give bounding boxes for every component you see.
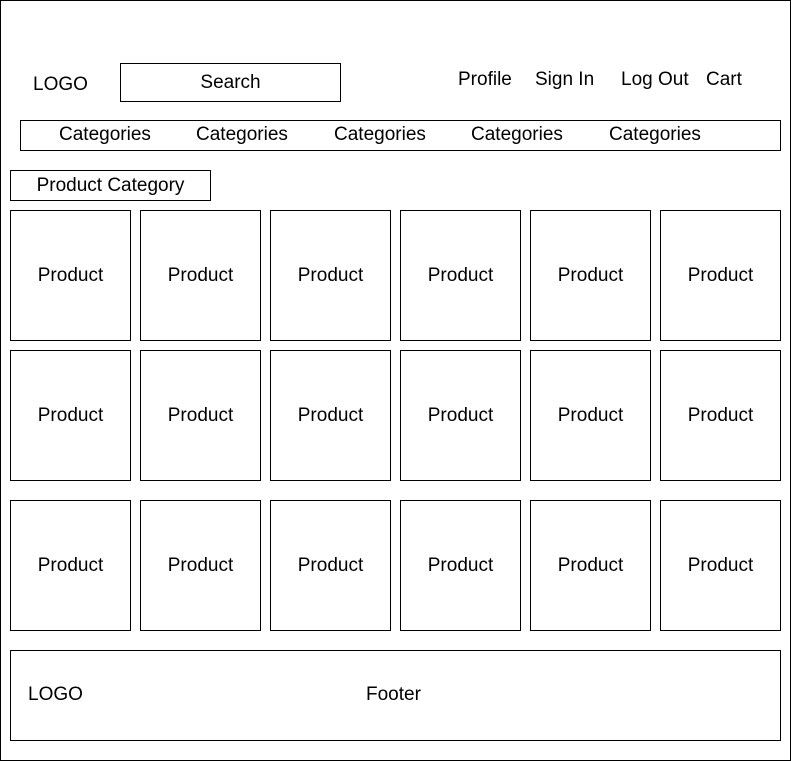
product-card[interactable]: Product bbox=[660, 350, 781, 481]
product-label: Product bbox=[167, 404, 234, 426]
sign-in-link[interactable]: Sign In bbox=[535, 69, 595, 90]
product-label: Product bbox=[427, 404, 494, 426]
search-label: Search bbox=[200, 71, 261, 93]
product-label: Product bbox=[167, 554, 234, 576]
profile-link[interactable]: Profile bbox=[458, 69, 512, 90]
product-label: Product bbox=[557, 404, 624, 426]
category-link[interactable]: Categories bbox=[196, 124, 288, 145]
product-label: Product bbox=[37, 404, 104, 426]
category-link[interactable]: Categories bbox=[471, 124, 563, 145]
product-card[interactable]: Product bbox=[660, 500, 781, 631]
product-category-heading: Product Category bbox=[10, 170, 211, 201]
header-logo[interactable]: LOGO bbox=[33, 74, 88, 95]
footer-logo[interactable]: LOGO bbox=[28, 684, 83, 705]
product-card[interactable]: Product bbox=[10, 210, 131, 341]
category-bar bbox=[20, 120, 781, 151]
product-card[interactable]: Product bbox=[10, 350, 131, 481]
product-card[interactable]: Product bbox=[140, 350, 261, 481]
product-label: Product bbox=[297, 554, 364, 576]
product-card[interactable]: Product bbox=[270, 350, 391, 481]
category-link[interactable]: Categories bbox=[609, 124, 701, 145]
product-category-label: Product Category bbox=[36, 174, 185, 196]
product-card[interactable]: Product bbox=[530, 500, 651, 631]
search-box[interactable]: Search bbox=[120, 63, 341, 102]
product-label: Product bbox=[557, 264, 624, 286]
product-card[interactable]: Product bbox=[530, 210, 651, 341]
product-card[interactable]: Product bbox=[140, 500, 261, 631]
category-link[interactable]: Categories bbox=[334, 124, 426, 145]
product-card[interactable]: Product bbox=[660, 210, 781, 341]
product-label: Product bbox=[297, 264, 364, 286]
footer-label: Footer bbox=[366, 684, 421, 705]
category-link[interactable]: Categories bbox=[59, 124, 151, 145]
product-card[interactable]: Product bbox=[530, 350, 651, 481]
product-label: Product bbox=[167, 264, 234, 286]
product-label: Product bbox=[687, 264, 754, 286]
product-card[interactable]: Product bbox=[270, 500, 391, 631]
product-label: Product bbox=[297, 404, 364, 426]
product-card[interactable]: Product bbox=[400, 500, 521, 631]
footer bbox=[10, 650, 781, 741]
product-card[interactable]: Product bbox=[140, 210, 261, 341]
product-card[interactable]: Product bbox=[10, 500, 131, 631]
product-card[interactable]: Product bbox=[270, 210, 391, 341]
product-card[interactable]: Product bbox=[400, 210, 521, 341]
product-label: Product bbox=[37, 554, 104, 576]
log-out-link[interactable]: Log Out bbox=[621, 69, 689, 90]
product-label: Product bbox=[687, 404, 754, 426]
product-label: Product bbox=[427, 264, 494, 286]
cart-link[interactable]: Cart bbox=[706, 69, 742, 90]
product-label: Product bbox=[557, 554, 624, 576]
product-label: Product bbox=[427, 554, 494, 576]
product-card[interactable]: Product bbox=[400, 350, 521, 481]
product-label: Product bbox=[687, 554, 754, 576]
product-label: Product bbox=[37, 264, 104, 286]
